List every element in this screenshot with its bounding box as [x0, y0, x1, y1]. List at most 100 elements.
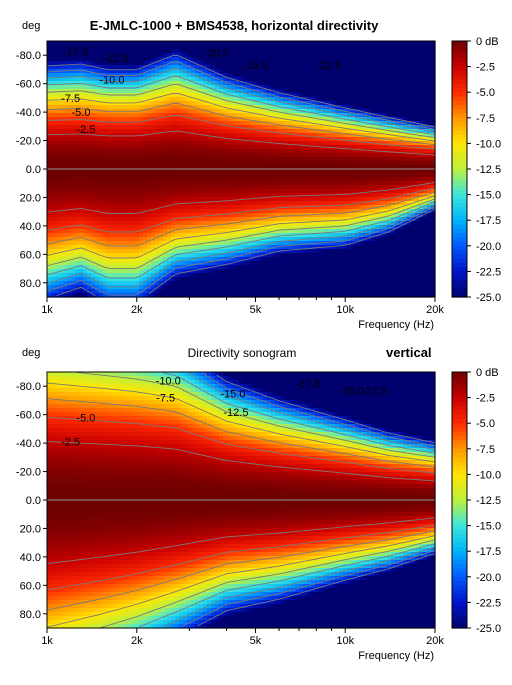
heatmap-cell — [247, 61, 252, 66]
heatmap-cell — [247, 153, 252, 158]
heatmap-cell — [267, 69, 272, 74]
heatmap-cell — [267, 281, 272, 286]
heatmap-cell — [259, 77, 264, 82]
heatmap-cell — [319, 89, 324, 94]
heatmap-cell — [299, 101, 304, 106]
heatmap-cell — [291, 41, 296, 46]
heatmap-cell — [127, 249, 132, 254]
heatmap-cell — [63, 157, 68, 162]
heatmap-cell — [199, 269, 204, 274]
heatmap-cell — [275, 237, 280, 242]
heatmap-cell — [147, 125, 152, 130]
heatmap-cell — [139, 265, 144, 270]
heatmap-cell — [187, 77, 192, 82]
heatmap-cell — [107, 245, 112, 250]
heatmap-cell — [47, 45, 52, 50]
heatmap-cell — [243, 285, 248, 290]
heatmap-cell — [263, 149, 268, 154]
heatmap-cell — [147, 105, 152, 110]
heatmap-cell — [83, 193, 88, 198]
heatmap-cell — [343, 237, 348, 242]
heatmap-cell — [119, 245, 124, 250]
heatmap-cell — [123, 49, 128, 54]
heatmap-cell — [223, 129, 228, 134]
heatmap-cell — [199, 109, 204, 114]
heatmap-cell — [287, 73, 292, 78]
heatmap-cell — [75, 245, 80, 250]
heatmap-cell — [203, 269, 208, 274]
heatmap-cell — [115, 205, 120, 210]
heatmap-cell — [343, 57, 348, 62]
heatmap-cell — [343, 137, 348, 142]
heatmap-cell — [335, 181, 340, 186]
heatmap-cell — [91, 61, 96, 66]
heatmap-cell — [87, 49, 92, 54]
heatmap-cell — [115, 277, 120, 282]
heatmap-cell — [315, 253, 320, 258]
heatmap-cell — [323, 253, 328, 258]
heatmap-cell — [355, 181, 360, 186]
heatmap-cell — [59, 165, 64, 170]
heatmap-cell — [135, 257, 140, 262]
heatmap-cell — [343, 141, 348, 146]
heatmap-cell — [79, 217, 84, 222]
heatmap-cell — [47, 169, 52, 174]
heatmap-cell — [231, 61, 236, 66]
heatmap-cell — [127, 177, 132, 182]
heatmap-cell — [211, 181, 216, 186]
heatmap-cell — [75, 189, 80, 194]
heatmap-cell — [339, 197, 344, 202]
heatmap-cell — [299, 285, 304, 290]
heatmap-cell — [279, 197, 284, 202]
heatmap-cell — [99, 261, 104, 266]
heatmap-cell — [323, 117, 328, 122]
heatmap-cell — [199, 237, 204, 242]
heatmap-cell — [95, 213, 100, 218]
heatmap-cell — [87, 237, 92, 242]
heatmap-cell — [107, 149, 112, 154]
heatmap-cell — [355, 173, 360, 178]
heatmap-cell — [147, 57, 152, 62]
heatmap-cell — [247, 69, 252, 74]
heatmap-cell — [55, 241, 60, 246]
heatmap-cell — [331, 229, 336, 234]
heatmap-cell — [119, 85, 124, 90]
heatmap-cell — [151, 81, 156, 86]
heatmap-cell — [123, 285, 128, 290]
heatmap-cell — [171, 225, 176, 230]
heatmap-cell — [51, 141, 56, 146]
heatmap-cell — [347, 245, 352, 250]
heatmap-cell — [283, 177, 288, 182]
heatmap-cell — [323, 221, 328, 226]
heatmap-cell — [139, 169, 144, 174]
heatmap-cell — [207, 209, 212, 214]
heatmap-cell — [115, 221, 120, 226]
heatmap-cell — [263, 133, 268, 138]
heatmap-cell — [235, 237, 240, 242]
heatmap-cell — [167, 237, 172, 242]
heatmap-cell — [323, 41, 328, 46]
heatmap-cell — [79, 149, 84, 154]
heatmap-cell — [307, 205, 312, 210]
heatmap-cell — [139, 77, 144, 82]
heatmap-cell — [291, 237, 296, 242]
heatmap-cell — [231, 293, 236, 298]
heatmap-cell — [307, 261, 312, 266]
heatmap-cell — [339, 85, 344, 90]
heatmap-cell — [123, 269, 128, 274]
heatmap-cell — [175, 169, 180, 174]
heatmap-cell — [199, 125, 204, 130]
heatmap-cell — [87, 253, 92, 258]
heatmap-cell — [139, 197, 144, 202]
heatmap-cell — [127, 257, 132, 262]
heatmap-cell — [115, 213, 120, 218]
heatmap-cell — [91, 73, 96, 78]
heatmap-cell — [67, 121, 72, 126]
heatmap-cell — [75, 153, 80, 158]
heatmap-cell — [87, 65, 92, 70]
heatmap-cell — [319, 221, 324, 226]
heatmap-cell — [195, 101, 200, 106]
heatmap-cell — [175, 209, 180, 214]
heatmap-cell — [95, 173, 100, 178]
heatmap-cell — [163, 85, 168, 90]
